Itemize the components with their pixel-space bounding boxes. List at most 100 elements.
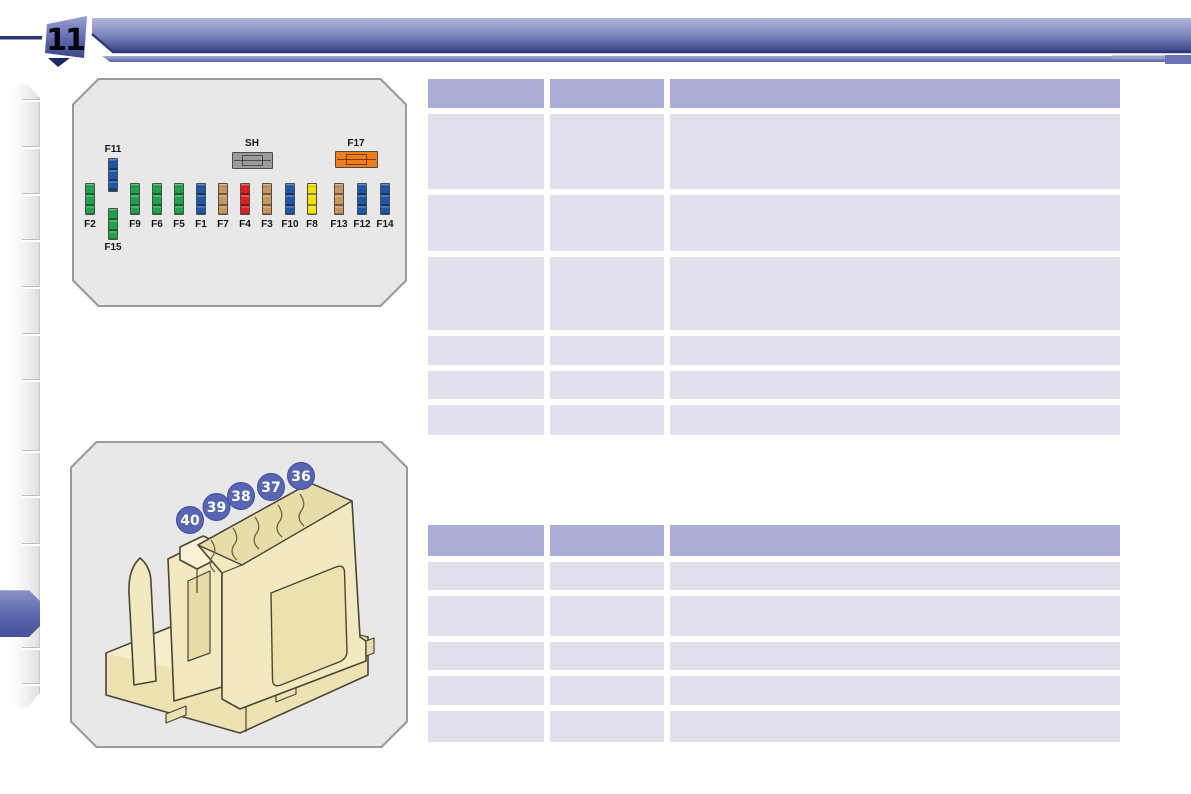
table-cell: [670, 596, 1120, 636]
sidebar-tick: [22, 286, 40, 289]
fuse-table-upper: [428, 79, 1120, 435]
fuse-SH: [232, 152, 273, 169]
sidebar-tick: [22, 193, 40, 196]
table-cell: [550, 562, 664, 590]
table-cell: [428, 596, 544, 636]
table-header-cell: [428, 79, 544, 108]
table-cell: [670, 711, 1120, 742]
sidebar-tick: [22, 333, 40, 336]
fuse-label-F6: F6: [151, 219, 163, 230]
table-cell: [670, 642, 1120, 670]
fuse-F3: [262, 183, 272, 215]
table-cell: [670, 257, 1120, 330]
fuse-label-F5: F5: [173, 219, 185, 230]
table-cell: [550, 711, 664, 742]
fuse-label-F1: F1: [195, 219, 207, 230]
fuse-label-F15: F15: [104, 242, 122, 253]
fuse-label-F8: F8: [306, 219, 318, 230]
table-header-cell: [670, 79, 1120, 108]
fuse-box-diagram: SH F17 F11 F15 F2 F9 F6 F5 F1 F7 F4 F3 F10 F8 F13 F12 F1…: [72, 78, 407, 307]
fuse-F7: [218, 183, 228, 215]
table-cell: [670, 676, 1120, 705]
table-cell: [550, 596, 664, 636]
table-cell: [550, 642, 664, 670]
table-cell: [428, 257, 544, 330]
callout-number-37: 37: [261, 480, 280, 496]
table-cell: [670, 405, 1120, 435]
callout-number-40: 40: [180, 513, 200, 529]
fuse-F9: [130, 183, 140, 215]
table-cell: [428, 711, 544, 742]
fuse-F5: [174, 183, 184, 215]
chapter-number-tab: 11: [41, 11, 91, 67]
sidebar-tick: [22, 379, 40, 382]
fuse-F17: [335, 151, 378, 168]
fuse-F13: [334, 183, 344, 215]
table-cell: [428, 676, 544, 705]
table-cell: [428, 642, 544, 670]
table-cell: [550, 195, 664, 251]
table-cell: [428, 195, 544, 251]
table-cell: [550, 676, 664, 705]
header-left-line: [0, 36, 46, 40]
callout-circle-37: [258, 474, 285, 501]
table-cell: [550, 405, 664, 435]
sidebar-tick: [22, 495, 40, 498]
fuse-table-lower: [428, 525, 1120, 742]
table-cell: [428, 371, 544, 399]
fuse-label-F11: F11: [104, 144, 122, 155]
sidebar-tick: [22, 239, 40, 242]
fuse-label-F10: F10: [281, 219, 299, 230]
header-rule: [102, 56, 1191, 62]
page-header-decoration: 11: [0, 11, 1191, 67]
table-cell: [670, 336, 1120, 365]
table-header-cell: [550, 79, 664, 108]
relay-recess: [271, 566, 347, 686]
fuse-label-F17: F17: [347, 138, 365, 149]
sidebar-tick: [22, 647, 40, 650]
table-cell: [670, 195, 1120, 251]
table-cell: [550, 114, 664, 189]
sidebar-tick: [22, 146, 40, 149]
table-cell: [428, 562, 544, 590]
fuse-box-figure-background: [74, 80, 405, 305]
callout-number-39: 39: [207, 500, 226, 516]
sidebar-tick: [22, 99, 40, 102]
table-cell: [550, 257, 664, 330]
table-cell: [670, 114, 1120, 189]
chapter-number: 11: [46, 23, 84, 58]
fuse-F8: [307, 183, 317, 215]
fuse-box-figure-panel: SH F17 F11 F15 F2 F9 F6 F5 F1 F7 F4 F3 F10 F8 F13 F12 F1…: [72, 78, 407, 307]
fuse-F6: [152, 183, 162, 215]
fuse-F2: [85, 183, 95, 215]
table-cell: [670, 562, 1120, 590]
sidebar-tick: [22, 450, 40, 453]
header-rule-highlight: [1112, 55, 1165, 59]
table-cell: [550, 336, 664, 365]
table-header-cell: [428, 525, 544, 556]
fuse-label-F4: F4: [239, 219, 251, 230]
sidebar-tick: [22, 543, 40, 546]
callout-circle-39: [203, 494, 230, 521]
fuse-F12: [357, 183, 367, 215]
callout-circle-40: [177, 507, 204, 534]
table-cell: [550, 371, 664, 399]
fuse-label-F9: F9: [129, 219, 141, 230]
fuse-F1: [196, 183, 206, 215]
fuse-label-F12: F12: [353, 219, 371, 230]
table-cell: [670, 371, 1120, 399]
table-cell: [428, 405, 544, 435]
table-header-cell: [550, 525, 664, 556]
relay-clip: [129, 558, 156, 685]
fuse-F4: [240, 183, 250, 215]
table-cell: [428, 114, 544, 189]
fuse-F14: [380, 183, 390, 215]
callout-circle-36: [288, 463, 315, 490]
header-band: [92, 18, 1191, 52]
fuse-label-F3: F3: [261, 219, 273, 230]
sidebar-tick: [22, 683, 40, 686]
fuse-F11: [108, 158, 118, 192]
chapter-tab-fold: [48, 58, 70, 67]
relay-box-figure-panel: 40 39 38 37 36: [70, 441, 408, 748]
